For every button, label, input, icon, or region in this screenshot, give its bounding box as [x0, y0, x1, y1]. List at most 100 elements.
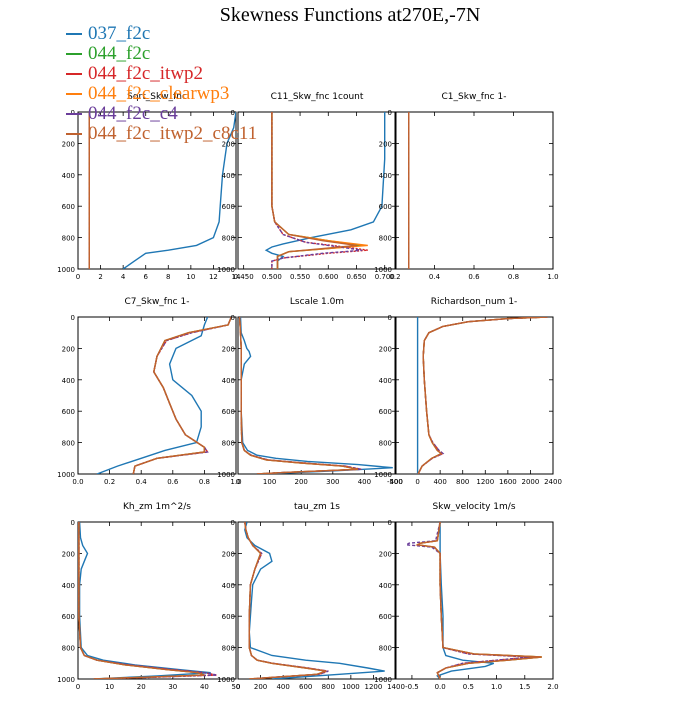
series-line — [132, 317, 232, 474]
series-line — [417, 317, 548, 474]
y-tick-label: 1000 — [374, 471, 392, 479]
series-line — [271, 112, 357, 269]
x-tick-label: 400 — [276, 683, 289, 691]
series-line — [238, 317, 362, 474]
panel-title: tau_zm 1s — [294, 502, 340, 512]
x-tick-label: 0 — [236, 683, 240, 691]
x-tick-label: 200 — [295, 478, 308, 486]
series-line — [239, 317, 393, 474]
y-tick-label: 400 — [222, 172, 235, 180]
panel-title: Kh_zm 1m^2/s — [123, 502, 191, 512]
x-tick-label: 1.5 — [519, 683, 530, 691]
x-tick-label: 0 — [415, 478, 419, 486]
series-line — [78, 522, 205, 679]
y-tick-label: 200 — [379, 140, 392, 148]
y-tick-label: 800 — [222, 645, 235, 653]
panel-title: C11_Skw_fnc 1count — [271, 92, 364, 102]
x-tick-label: 0.6 — [468, 273, 480, 281]
series-line — [415, 522, 542, 679]
x-tick-label: 0.500 — [262, 273, 282, 281]
y-tick-label: 0 — [388, 109, 392, 117]
x-tick-label: 0 — [76, 683, 80, 691]
legend: 037_f2c 044_f2c 044_f2c_itwp2 044_f2c_clear… — [66, 24, 257, 144]
x-tick-label: 400 — [433, 478, 446, 486]
x-tick-label: 1600 — [499, 478, 517, 486]
x-tick-label: 0.650 — [346, 273, 366, 281]
series-line — [78, 522, 205, 679]
y-tick-label: 600 — [379, 613, 392, 621]
y-tick-label: 200 — [222, 345, 235, 353]
x-tick-label: 0.0 — [72, 478, 83, 486]
y-tick-label: 800 — [62, 440, 75, 448]
x-tick-label: 0.2 — [104, 478, 115, 486]
panel-title: Lscale 1.0m — [290, 297, 344, 307]
legend-swatch — [66, 133, 82, 135]
series-line — [244, 522, 327, 679]
legend-item: 037_f2c — [66, 24, 257, 44]
legend-label: 044_f2c — [88, 43, 151, 64]
panel-frame — [237, 111, 397, 270]
series-line — [238, 317, 359, 474]
x-tick-label: 8 — [166, 273, 170, 281]
y-tick-label: 200 — [379, 345, 392, 353]
legend-label: 044_f2c_itwp2_c8c11 — [88, 123, 258, 144]
x-tick-label: 800 — [456, 478, 469, 486]
y-tick-label: 800 — [222, 235, 235, 243]
y-tick-label: 200 — [379, 550, 392, 558]
series-line — [436, 522, 495, 679]
legend-item: 044_f2c_itwp2_c8c11 — [66, 124, 257, 144]
x-tick-label: 0.700 — [375, 273, 395, 281]
legend-label: 037_f2c — [88, 23, 151, 44]
x-tick-label: 600 — [299, 683, 312, 691]
series-line — [238, 317, 362, 474]
panel-title: Richardson_num 1- — [431, 297, 518, 307]
figure-title: Skewness Functions at270E,-7N — [219, 4, 481, 26]
series-line — [244, 522, 327, 679]
series-line — [132, 317, 232, 474]
y-tick-label: 1000 — [217, 676, 235, 684]
x-tick-label: 1400 — [387, 683, 405, 691]
y-tick-label: 600 — [379, 203, 392, 211]
legend-item: 044_f2c_c4 — [66, 104, 257, 124]
y-tick-label: 400 — [222, 377, 235, 385]
x-tick-label: 1.0 — [547, 273, 558, 281]
y-tick-label: 600 — [379, 408, 392, 416]
x-tick-label: 40 — [200, 683, 209, 691]
series-line — [264, 112, 386, 269]
x-tick-label: 2 — [98, 273, 102, 281]
panel-5: Richardson_num 1- 0 200 400 600 800 1000-400 0 4… — [374, 297, 562, 486]
x-tick-label: 0.0 — [435, 683, 446, 691]
x-tick-label: 0.550 — [290, 273, 310, 281]
legend-item: 044_f2c_itwp2 — [66, 64, 257, 84]
series-line — [238, 317, 359, 474]
panel-8: Skw_velocity 1m/s 0 200 400 600 800 1000 -0.5 0.… — [374, 502, 558, 691]
x-tick-label: 500 — [389, 478, 402, 486]
panel-title: Skw_velocity 1m/s — [432, 502, 515, 512]
panel-frame — [394, 316, 554, 475]
series-line — [78, 522, 205, 679]
y-tick-label: 600 — [222, 408, 235, 416]
y-tick-label: 400 — [62, 172, 75, 180]
x-tick-label: 0.4 — [136, 478, 148, 486]
x-tick-label: 10 — [105, 683, 114, 691]
x-tick-label: 2400 — [544, 478, 562, 486]
x-tick-label: 1200 — [476, 478, 494, 486]
panel-1: C11_Skw_fnc 1count020040060080010000.450… — [217, 92, 397, 281]
x-tick-label: 800 — [322, 683, 335, 691]
y-tick-label: 200 — [62, 140, 75, 148]
panel-frame — [394, 521, 554, 680]
y-tick-label: 1000 — [374, 676, 392, 684]
legend-swatch — [66, 73, 82, 75]
legend-swatch — [66, 33, 82, 35]
panel-title: C7_Skw_fnc 1- — [125, 297, 190, 307]
panel-frame — [237, 521, 397, 680]
series-line — [404, 522, 531, 679]
x-tick-label: 100 — [263, 478, 276, 486]
y-tick-label: 800 — [379, 440, 392, 448]
x-tick-label: 2.0 — [547, 683, 558, 691]
